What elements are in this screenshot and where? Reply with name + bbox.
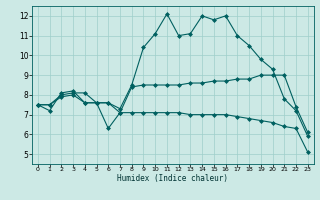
X-axis label: Humidex (Indice chaleur): Humidex (Indice chaleur) bbox=[117, 174, 228, 183]
